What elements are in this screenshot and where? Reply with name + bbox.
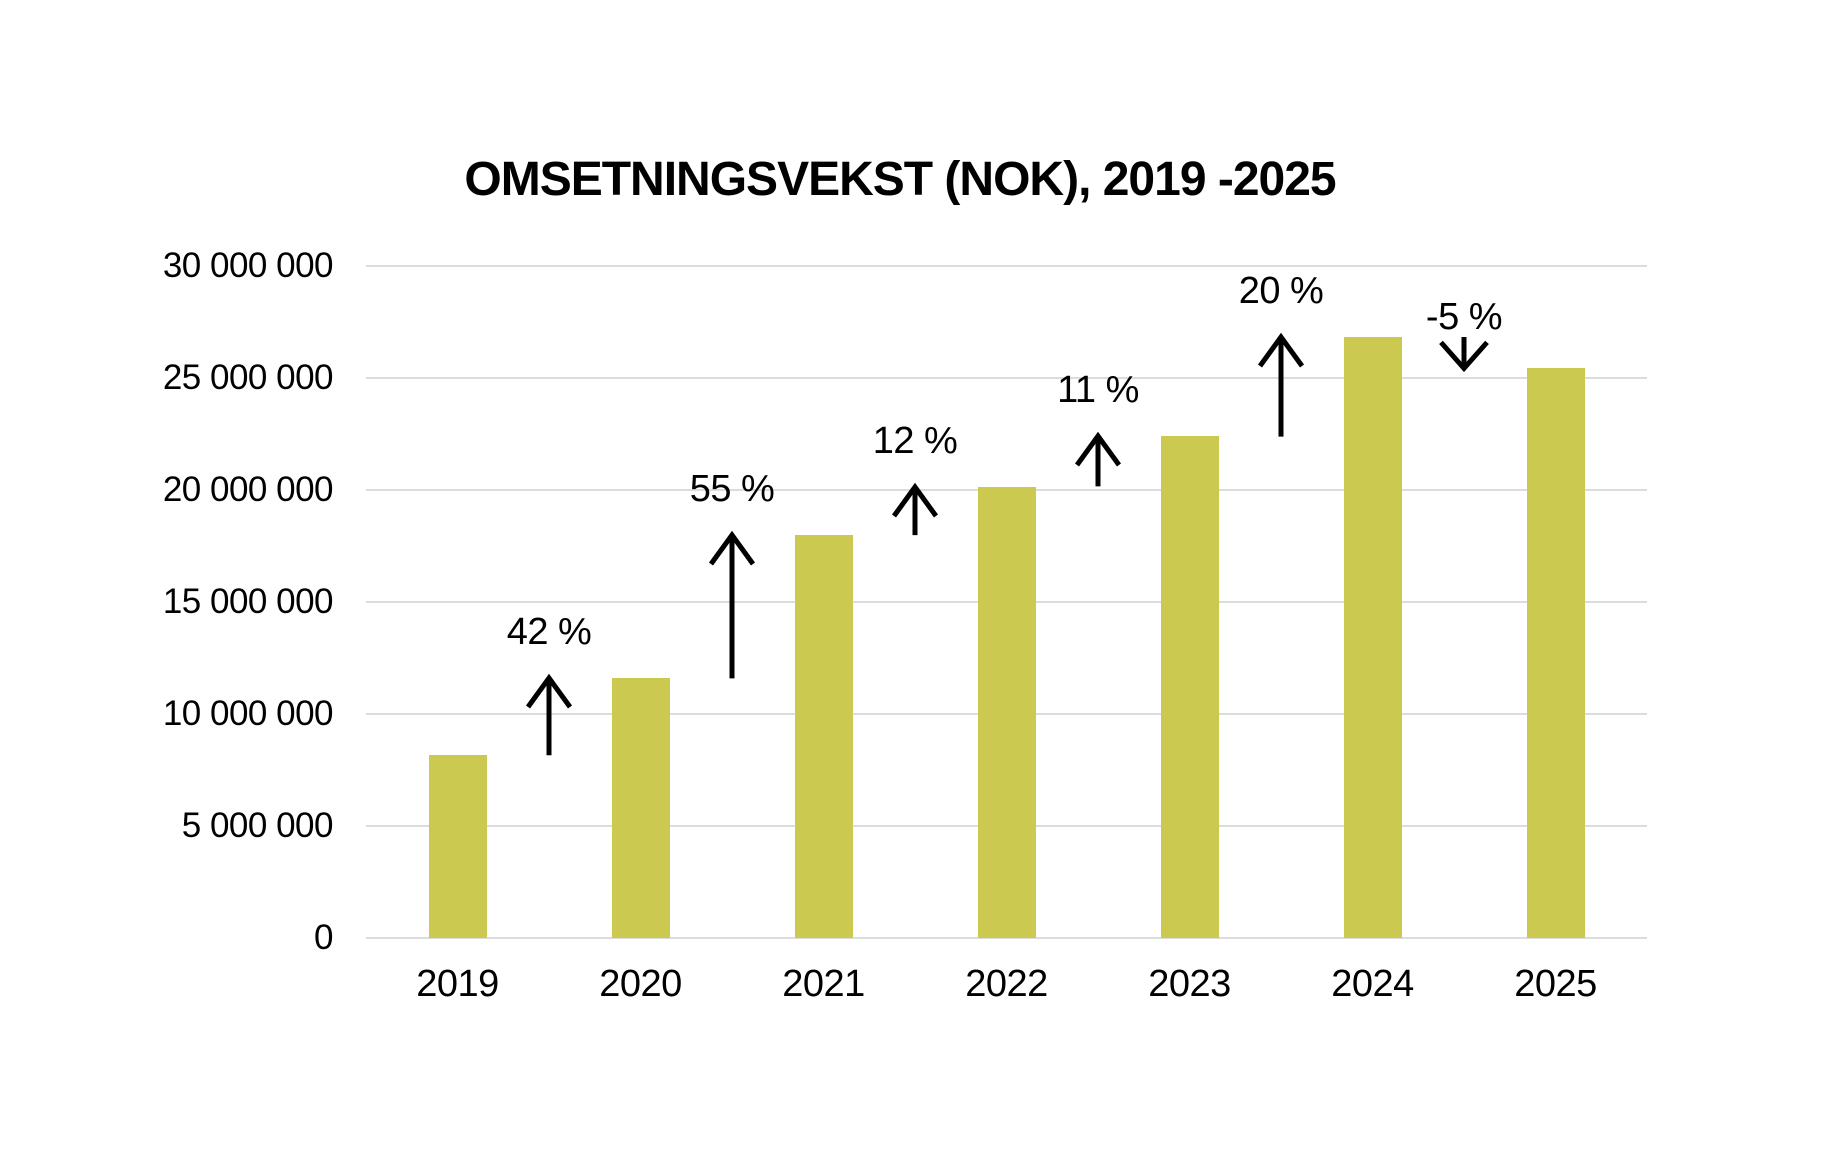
y-axis-tick-label: 20 000 000 <box>162 470 334 509</box>
growth-arrow-up-icon <box>708 530 756 679</box>
growth-label-2022: 11 % <box>1057 369 1139 412</box>
growth-label-2024: -5 % <box>1425 295 1503 338</box>
growth-arrow-up-icon <box>1074 431 1122 487</box>
gridline <box>366 265 1647 267</box>
y-axis-tick-label: 25 000 000 <box>162 358 334 397</box>
y-axis-tick-label: 5 000 000 <box>181 806 334 845</box>
gridline <box>366 937 1647 939</box>
growth-arrow-up-icon <box>525 673 573 756</box>
x-axis-label-2019: 2019 <box>416 963 499 1005</box>
bar-2021 <box>794 534 853 938</box>
growth-arrow-up-icon <box>891 482 939 535</box>
chart-title: OMSETNINGSVEKST (NOK), 2019 -2025 <box>464 153 1336 206</box>
y-axis-tick-label: 10 000 000 <box>162 694 334 733</box>
bar-2024 <box>1343 336 1402 938</box>
x-axis-label-2024: 2024 <box>1331 963 1414 1005</box>
bar-2020 <box>611 678 670 938</box>
growth-label-2021: 12 % <box>872 419 958 462</box>
growth-arrow-up-icon <box>1257 332 1305 437</box>
bar-2019 <box>428 755 487 938</box>
growth-label-2019: 42 % <box>506 611 592 654</box>
bar-2022 <box>977 486 1036 938</box>
growth-label-2020: 55 % <box>689 467 775 510</box>
growth-label-2023: 20 % <box>1238 269 1324 312</box>
gridline <box>366 377 1647 379</box>
x-axis-label-2025: 2025 <box>1514 963 1597 1005</box>
x-axis-label-2023: 2023 <box>1148 963 1231 1005</box>
growth-arrow-down-icon <box>1439 336 1489 372</box>
bar-2023 <box>1160 436 1219 938</box>
x-axis-label-2022: 2022 <box>965 963 1048 1005</box>
y-axis-tick-label: 15 000 000 <box>162 582 334 621</box>
x-axis-label-2020: 2020 <box>599 963 682 1005</box>
y-axis-tick-label: 0 <box>314 918 333 957</box>
x-axis-label-2021: 2021 <box>782 963 865 1005</box>
y-axis-tick-label: 30 000 000 <box>162 246 334 285</box>
bar-2025 <box>1526 367 1585 938</box>
